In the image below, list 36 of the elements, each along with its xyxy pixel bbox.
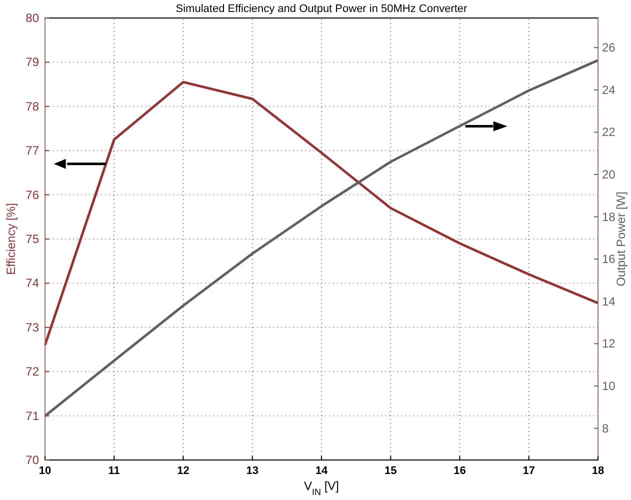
y2-tick-label: 24 — [602, 82, 616, 97]
x-tick-label: 11 — [108, 465, 120, 477]
y2-axis-title: Output Power [W] — [614, 192, 628, 286]
x-axis-title: V$_{IN}$ [V] — [304, 479, 340, 497]
y2-tick-label: 8 — [602, 421, 609, 436]
y2-tick-label: 26 — [602, 40, 616, 55]
y2-tick-label: 18 — [602, 210, 616, 224]
y2-tick-label: 14 — [602, 294, 616, 308]
chart-title: Simulated Efficiency and Output Power in 50MHz Converter — [176, 3, 468, 15]
y-tick-label: 71 — [26, 408, 40, 423]
y-tick-label: 80 — [26, 11, 40, 25]
y-tick-label: 72 — [26, 364, 40, 379]
y-tick-label: 73 — [26, 320, 40, 334]
x-tick-label: 10 — [38, 465, 52, 477]
y-axis-title: Efficiency [%] — [4, 203, 18, 275]
x-tick-label: 16 — [454, 465, 466, 477]
x-tick-label: 18 — [592, 465, 604, 477]
y2-tick-label: 10 — [602, 378, 616, 393]
y2-tick-label: 16 — [602, 252, 616, 266]
line-series — [44, 59, 600, 418]
x-tick-label: 17 — [522, 465, 535, 477]
x-tick-label: 13 — [246, 465, 258, 477]
y-tick-label: 74 — [26, 276, 40, 290]
y-tick-label: 78 — [26, 99, 40, 114]
line-series — [44, 80, 600, 346]
y2-tick-label: 20 — [602, 168, 616, 182]
y-tick-label: 79 — [26, 55, 40, 70]
y-tick-label: 70 — [26, 453, 40, 467]
y-tick-label: 76 — [26, 188, 40, 202]
x-tick-label: 14 — [315, 465, 328, 477]
x-tick-label: 15 — [384, 465, 397, 477]
y-tick-label: 77 — [26, 144, 40, 158]
y2-tick-label: 12 — [602, 336, 616, 351]
x-tick-label: 12 — [177, 465, 190, 477]
y2-tick-label: 22 — [602, 125, 616, 140]
y-tick-label: 75 — [26, 232, 40, 246]
